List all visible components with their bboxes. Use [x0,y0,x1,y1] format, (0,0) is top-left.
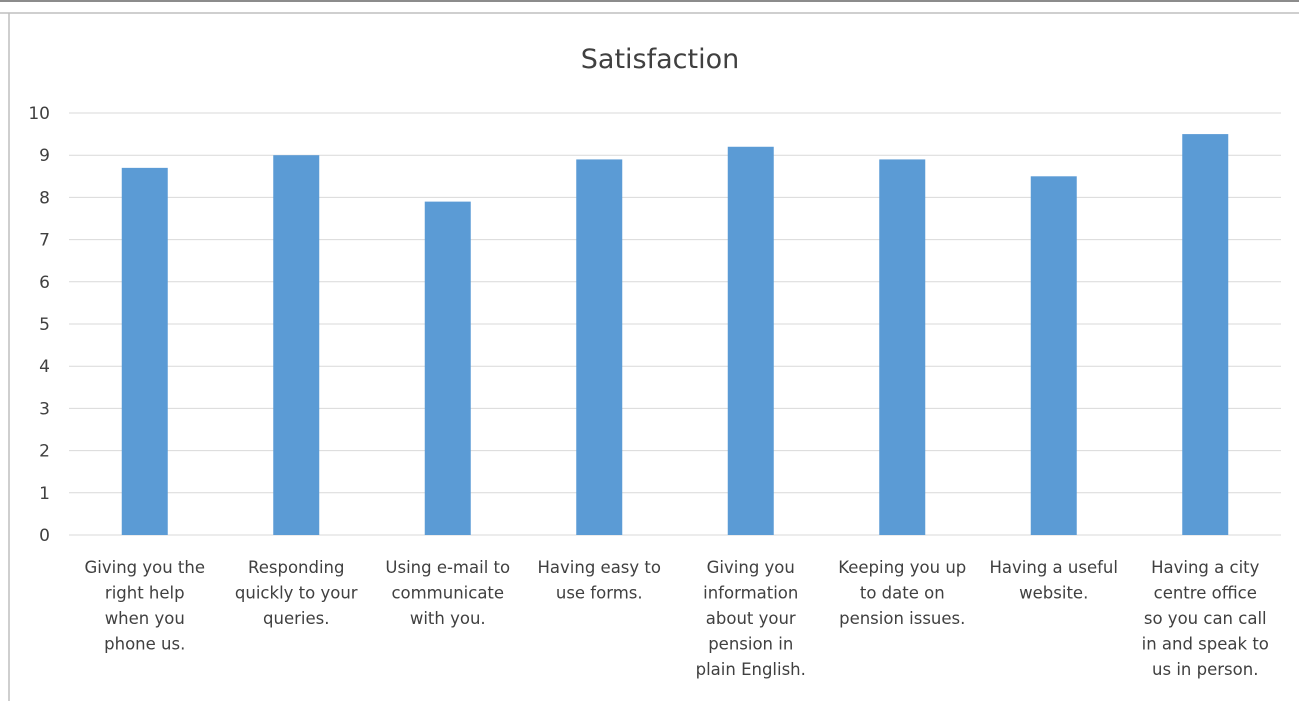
x-category-label: Using e-mail to communicate with you. [385,558,510,628]
x-category-label: Responding quickly to your queries. [235,558,358,628]
bars [121,134,1229,536]
bar [879,159,926,536]
x-category-label: Having easy to use forms. [538,558,661,603]
chart-title: Satisfaction [581,44,739,75]
x-category-label: Keeping you up to date on pension issues. [838,558,966,628]
bar [727,146,774,535]
bar [121,167,168,536]
x-category-label: Having a useful website. [990,558,1118,603]
x-category-label: Giving you information about your pension i… [696,558,806,679]
y-tick-label: 2 [39,442,50,462]
bar [1030,176,1077,536]
y-tick-label: 0 [39,526,50,546]
bar [424,201,471,535]
y-tick-label: 8 [39,188,50,208]
y-tick-label: 5 [39,315,50,335]
x-axis-category-labels: Giving you the right help when you phone us… [84,558,1268,679]
x-category-label: Giving you the right help when you phone us… [84,558,205,654]
y-tick-label: 6 [39,273,50,293]
gridlines [69,112,1281,536]
bar [273,155,320,535]
y-tick-label: 1 [39,484,50,504]
bar [1182,134,1229,535]
y-tick-label: 4 [39,357,50,377]
y-tick-label: 3 [39,399,50,419]
y-tick-label: 7 [39,231,50,251]
x-category-label: Having a city centre office so you can cal… [1142,558,1269,679]
y-axis-tick-labels: 0 1 2 3 4 5 6 7 8 9 10 [28,104,50,546]
y-tick-label: 10 [28,104,50,124]
bar [576,159,623,536]
y-tick-label: 9 [39,146,50,166]
